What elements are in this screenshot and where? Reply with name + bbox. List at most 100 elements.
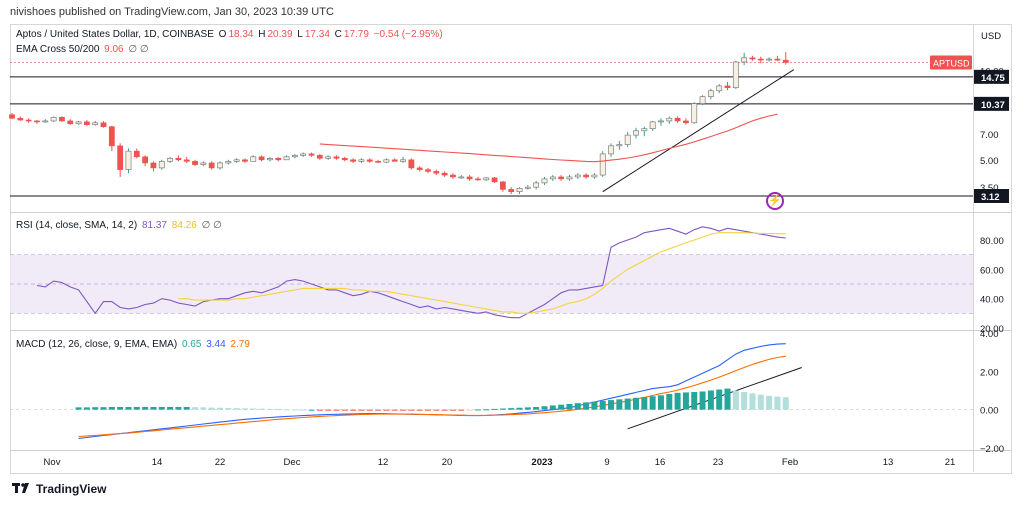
candle-44 (375, 161, 381, 163)
macd-hist-bar-5 (117, 406, 124, 410)
candle-37 (316, 155, 323, 159)
candle-88 (741, 57, 748, 63)
macd-hist-bar-19 (233, 408, 240, 410)
rsi-name: RSI (14, close, SMA, 14, 2) (16, 220, 138, 231)
macd-hist-bar-29 (316, 409, 323, 411)
macd-hist-bar-60 (574, 403, 581, 410)
macd-hist-bar-68 (641, 397, 648, 410)
macd-hist-bar-25 (283, 409, 290, 411)
candle-50 (425, 169, 431, 172)
macd-hist-bar-30 (325, 409, 332, 411)
macd-hist-bar-74 (691, 392, 698, 410)
candle-89 (749, 57, 756, 60)
candle-71 (599, 153, 606, 176)
candle-3 (34, 120, 40, 123)
macd-hist-bar-63 (599, 400, 606, 410)
macd-hist-bar-44 (441, 409, 448, 411)
macd-hist-bar-0 (75, 407, 82, 410)
rsi-line (36, 226, 786, 319)
symbol-tag (930, 55, 972, 70)
candle-81 (683, 120, 689, 124)
macd-hist-bar-73 (682, 392, 689, 410)
macd-hist-bar-50 (491, 408, 498, 410)
candle-73 (616, 144, 623, 147)
macd-hist-bar-33 (350, 409, 357, 411)
candle-11 (100, 122, 107, 128)
candle-31 (267, 158, 273, 161)
rsi-sma-value: 84.26 (171, 220, 197, 231)
macd-hist-bar-70 (657, 395, 664, 410)
candle-13 (117, 145, 124, 170)
ema-legend[interactable]: EMA Cross 50/200 9.06 ∅ ∅ (16, 44, 151, 55)
candle-24 (208, 162, 215, 169)
candle-0 (9, 114, 15, 119)
lightning-icon[interactable]: ⚡ (766, 192, 784, 210)
time-tick-1: 14 (152, 457, 163, 468)
candle-52 (441, 172, 448, 176)
brand-name: TradingView (36, 482, 107, 496)
macd-hist-bar-1 (83, 407, 90, 410)
macd-hist-bar-80 (741, 392, 748, 410)
candle-40 (341, 158, 348, 161)
macd-hist-bar-34 (358, 409, 365, 411)
rsi-value: 81.37 (141, 220, 167, 231)
low-value: 17.34 (304, 29, 330, 40)
candle-42 (358, 159, 365, 162)
time-tick-3: Dec (284, 457, 301, 468)
time-tick-7: 9 (604, 457, 609, 468)
candle-78 (658, 120, 664, 123)
candle-57 (483, 177, 490, 181)
candle-66 (558, 176, 565, 180)
candle-39 (333, 156, 340, 159)
macd-hist-bar-54 (524, 407, 531, 410)
time-tick-12: 21 (945, 457, 956, 468)
rsi-sma-line (178, 232, 786, 314)
macd-legend[interactable]: MACD (12, 26, close, 9, EMA, EMA) 0.65 3… (16, 339, 252, 350)
candle-10 (92, 122, 99, 126)
macd-hist-bar-20 (241, 408, 248, 410)
candle-33 (283, 156, 290, 161)
candle-26 (225, 161, 232, 164)
chart-frame (10, 24, 1012, 474)
macd-hist-bar-15 (200, 407, 207, 410)
macd-trendline (627, 367, 802, 430)
macd-hist-bar-10 (158, 406, 165, 410)
candle-16 (142, 156, 149, 164)
level-tag-1 (974, 96, 1009, 111)
macd-hist-bar-6 (125, 406, 132, 410)
rsi-tick-2: 40.00 (980, 295, 1004, 306)
macd-hist-bar-46 (458, 409, 465, 411)
rsi-legend[interactable]: RSI (14, close, SMA, 14, 2) 81.37 84.26 … (16, 220, 224, 231)
candle-48 (408, 159, 415, 169)
candle-82 (691, 103, 698, 124)
candle-19 (167, 158, 173, 162)
time-tick-10: Feb (782, 457, 798, 468)
candle-62 (524, 186, 531, 189)
macd-tick-3: −2.00 (980, 444, 1004, 455)
candle-15 (133, 150, 140, 158)
macd-signal-value: 2.79 (230, 339, 250, 350)
macd-hist-bar-24 (275, 409, 282, 411)
tv-logo-icon (12, 483, 29, 493)
time-tick-9: 23 (713, 457, 724, 468)
macd-hist-bar-51 (499, 408, 506, 410)
tradingview-logo[interactable]: TradingView (12, 482, 106, 496)
time-tick-0: Nov (44, 457, 61, 468)
candle-9 (83, 121, 90, 126)
macd-hist-bar-85 (782, 397, 789, 410)
level-tag-text-2: 3.12 (981, 192, 1000, 203)
macd-tick-2: 0.00 (980, 406, 999, 417)
level-tag-0 (974, 69, 1009, 84)
candle-51 (433, 171, 440, 174)
candle-22 (192, 161, 198, 165)
macd-hist-bar-37 (383, 409, 390, 411)
time-tick-6: 2023 (531, 457, 552, 468)
candle-8 (75, 121, 82, 125)
candle-23 (200, 162, 207, 165)
candle-17 (150, 162, 157, 169)
candle-45 (383, 159, 390, 163)
symbol-title: Aptos / United States Dollar, 1D, COINBA… (16, 29, 214, 40)
candle-54 (458, 176, 465, 179)
candle-18 (158, 161, 165, 169)
